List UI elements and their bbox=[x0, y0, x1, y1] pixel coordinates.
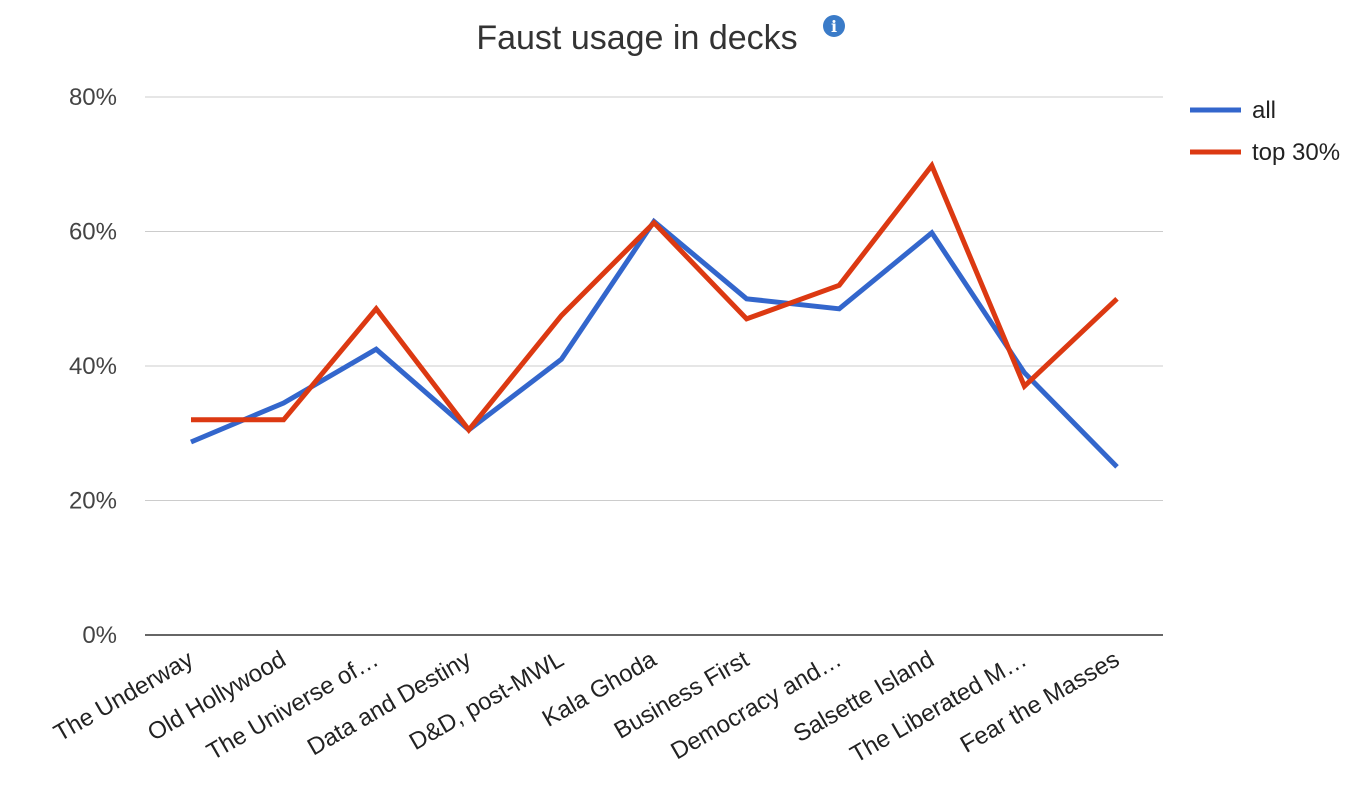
chart-title: Faust usage in decks bbox=[476, 19, 797, 57]
y-tick-label: 80% bbox=[69, 84, 117, 111]
legend-label[interactable]: all bbox=[1252, 97, 1276, 124]
legend: all top 30% bbox=[1190, 97, 1340, 166]
legend-label[interactable]: top 30% bbox=[1252, 139, 1340, 166]
y-tick-label: 0% bbox=[82, 622, 117, 649]
series-line-all[interactable] bbox=[190, 217, 1119, 469]
y-tick-label: 20% bbox=[69, 488, 117, 515]
gridlines bbox=[145, 96, 1163, 636]
x-tick-label: The Universe of… bbox=[202, 646, 383, 766]
y-axis-ticks: 0% 20% 40% 60% 80% bbox=[69, 84, 117, 649]
y-tick-label: 40% bbox=[69, 353, 117, 380]
svg-text:i: i bbox=[831, 17, 837, 36]
info-icon[interactable]: i bbox=[823, 15, 845, 37]
y-tick-label: 60% bbox=[69, 219, 117, 246]
x-tick-label: Data and Destiny bbox=[303, 646, 476, 761]
series-lines bbox=[190, 160, 1119, 469]
x-tick-label: Democracy and… bbox=[666, 646, 846, 765]
x-tick-label: D&D, post-MWL bbox=[405, 646, 569, 756]
x-tick-label: Fear the Masses bbox=[956, 646, 1124, 759]
series-line-top-30[interactable] bbox=[191, 160, 1119, 434]
